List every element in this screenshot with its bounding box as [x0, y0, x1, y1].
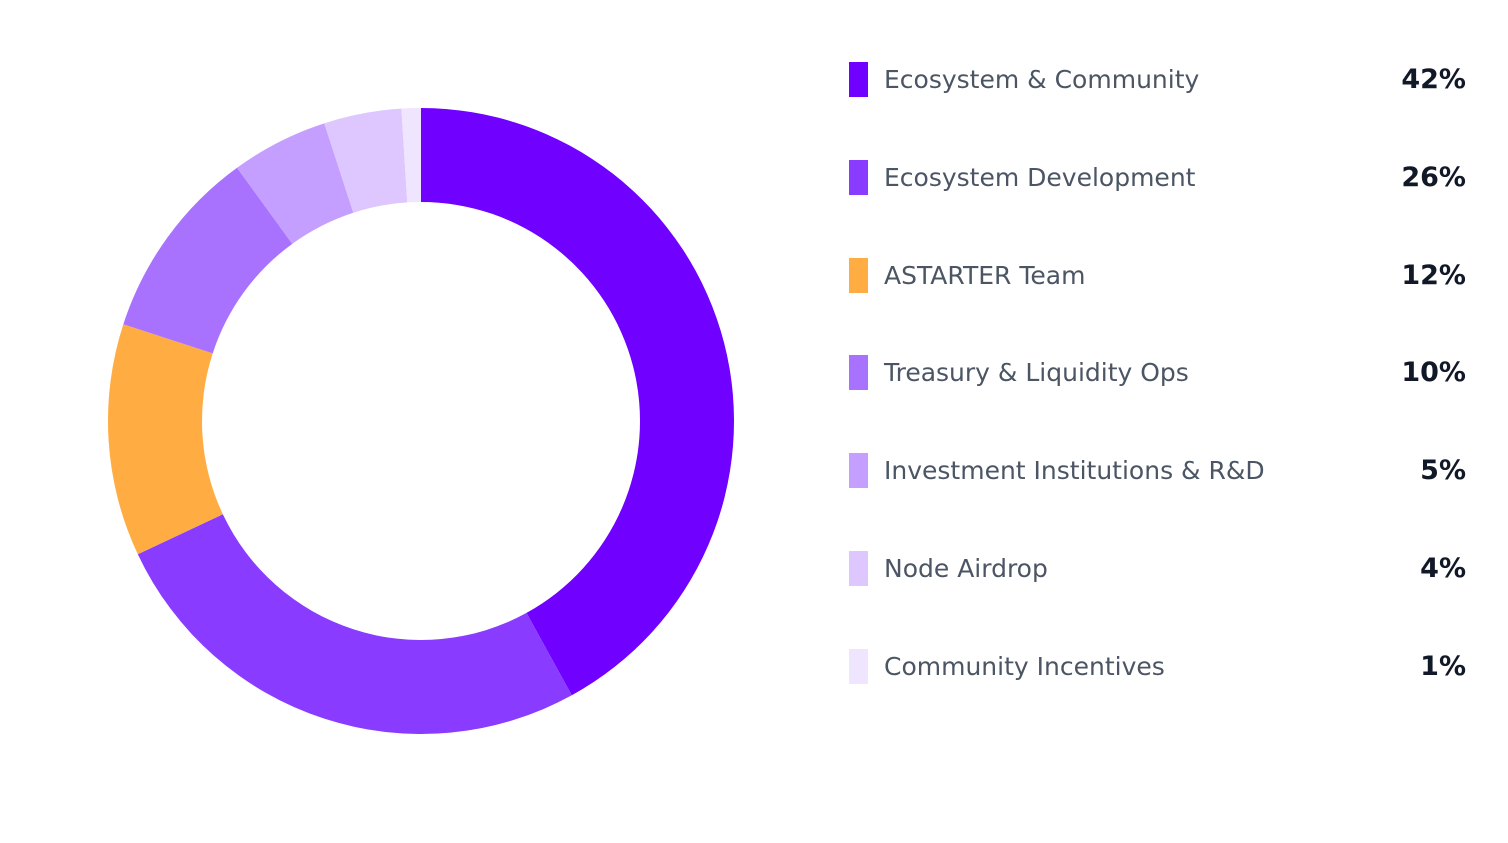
legend-swatch: [849, 257, 868, 293]
legend-label: Node Airdrop: [884, 553, 1048, 583]
donut-chart: [108, 108, 734, 735]
legend-swatch: [849, 355, 868, 391]
legend-label: Ecosystem & Community: [884, 65, 1200, 94]
legend-value: 1%: [1420, 650, 1466, 682]
legend-label: ASTARTER Team: [884, 260, 1086, 290]
legend-swatch: [849, 62, 868, 97]
legend-value: 4%: [1420, 552, 1466, 584]
legend-item: ASTARTER Team 12%: [849, 236, 1466, 334]
legend-value: 12%: [1401, 259, 1466, 291]
legend-value: 10%: [1401, 357, 1466, 389]
legend-item: Treasury & Liquidity Ops 10%: [849, 333, 1466, 431]
donut-slice-6: [401, 108, 421, 203]
legend-swatch: [849, 453, 868, 489]
legend-item: Node Airdrop 4%: [849, 529, 1466, 627]
donut-slice-5: [324, 108, 408, 213]
legend-label: Community Incentives: [884, 651, 1165, 681]
legend-swatch: [849, 550, 868, 586]
donut-slices: [108, 108, 734, 735]
legend-label: Investment Institutions & R&D: [884, 456, 1265, 486]
donut-slice-4: [237, 123, 354, 244]
legend-value: 5%: [1420, 455, 1466, 487]
legend-swatch: [849, 648, 868, 684]
legend-item: Ecosystem & Community 42%: [849, 40, 1466, 138]
chart-legend: Ecosystem & Community 42% Ecosystem Develo…: [849, 40, 1466, 725]
donut-slice-2: [108, 324, 223, 555]
donut-slice-0: [421, 108, 734, 696]
donut-slice-3: [123, 167, 293, 354]
legend-label: Ecosystem Development: [884, 162, 1196, 192]
legend-item: Community Incentives 1%: [849, 627, 1466, 725]
legend-value: 26%: [1401, 161, 1466, 193]
legend-item: Ecosystem Development 26%: [849, 138, 1466, 236]
legend-value: 42%: [1401, 64, 1466, 95]
legend-item: Investment Institutions & R&D 5%: [849, 431, 1466, 529]
donut-slice-1: [137, 514, 572, 735]
legend-swatch: [849, 159, 868, 195]
legend-label: Treasury & Liquidity Ops: [884, 358, 1189, 388]
